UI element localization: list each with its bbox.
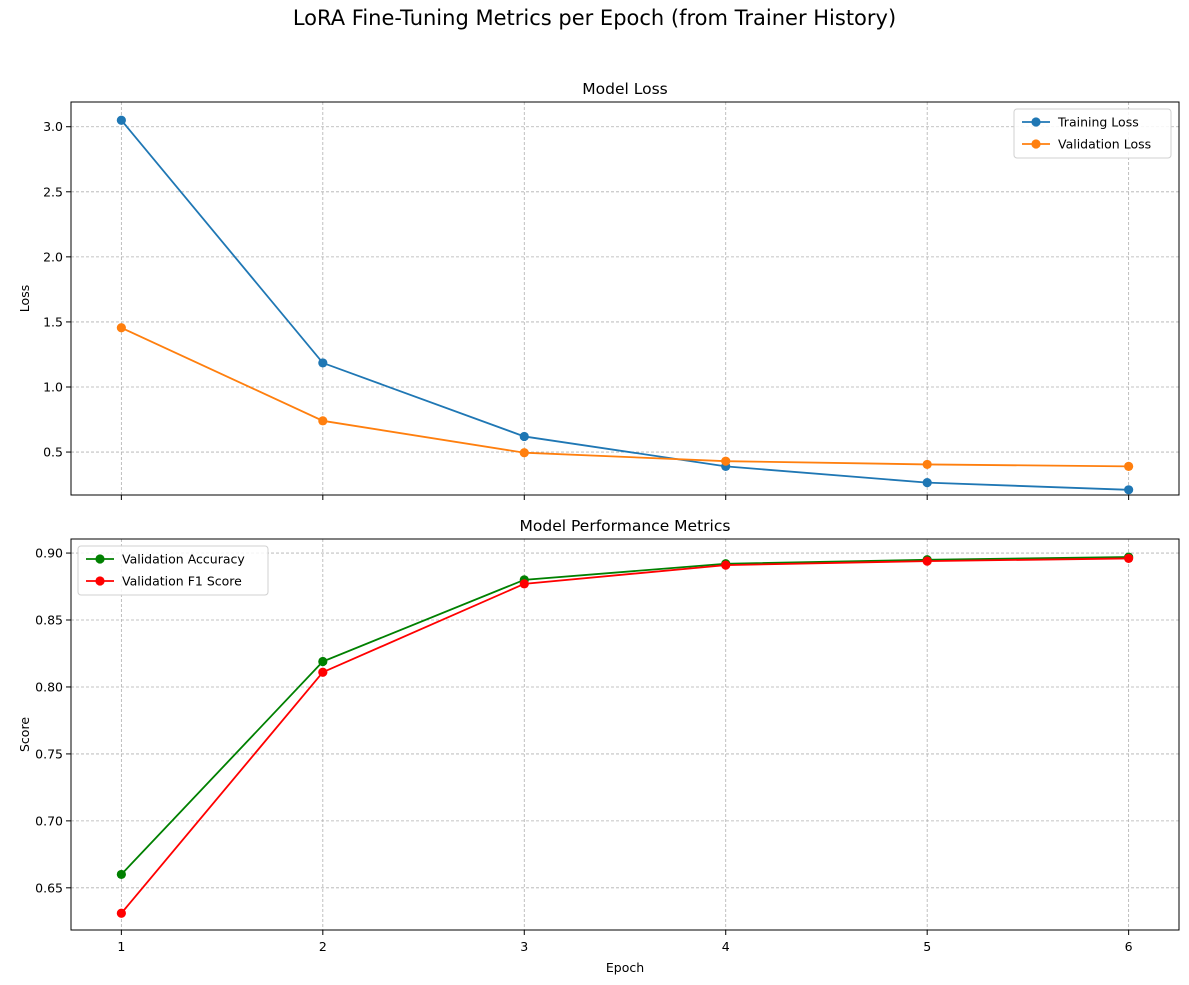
series-line-2 xyxy=(120,326,1129,468)
chart-panel-2: 1 2 3 4 5 6 0.65 0.70 0.75 0.80 0.85 0.90 Model Perf… xyxy=(17,517,1180,975)
data-point xyxy=(318,667,328,677)
y-tick-label: 0.90 xyxy=(35,546,63,561)
legend-box xyxy=(1013,108,1172,159)
data-point xyxy=(116,869,126,880)
x-tick-label: 4 xyxy=(722,939,730,954)
x-tick-label: 1 xyxy=(117,939,125,954)
data-point xyxy=(1124,553,1134,564)
y-tick-label: 0.75 xyxy=(35,746,63,761)
y-tick-label: 1.5 xyxy=(43,314,63,329)
legend: Training Loss Validation Loss xyxy=(1013,108,1172,159)
legend-label-1: Training Loss xyxy=(1057,115,1139,130)
data-point xyxy=(318,656,328,667)
legend-marker-2 xyxy=(1031,139,1041,149)
series-line-1 xyxy=(120,119,1129,491)
axes-frame xyxy=(70,538,1180,931)
data-point xyxy=(721,456,731,466)
data-point xyxy=(318,358,328,368)
x-tick-label: 2 xyxy=(319,939,327,954)
data-point xyxy=(1124,485,1134,495)
data-point xyxy=(116,323,126,333)
data-point xyxy=(116,908,126,918)
data-point xyxy=(519,579,529,589)
legend-marker-1 xyxy=(95,554,105,564)
legend-box xyxy=(77,545,269,596)
figure-title: LoRA Fine-Tuning Metrics per Epoch (from… xyxy=(292,6,897,30)
x-axis-label: Epoch xyxy=(606,960,644,975)
series-line-2 xyxy=(120,557,1129,914)
data-point xyxy=(922,478,932,488)
x-tick-label: 6 xyxy=(1125,939,1133,954)
y-axis-label: Loss xyxy=(17,285,32,312)
series-line-1 xyxy=(120,556,1129,876)
data-point xyxy=(922,459,932,470)
data-point xyxy=(922,556,932,566)
data-point xyxy=(318,416,328,426)
y-tick-label: 0.80 xyxy=(35,679,63,694)
legend-marker-1 xyxy=(1031,117,1041,127)
data-point xyxy=(519,448,529,458)
data-point xyxy=(721,560,731,570)
y-axis-label: Score xyxy=(17,717,32,752)
data-point xyxy=(519,431,529,442)
y-tick-label: 1.0 xyxy=(43,379,63,394)
x-tick-label: 3 xyxy=(520,939,528,954)
y-tick-label: 0.65 xyxy=(35,880,63,895)
data-point xyxy=(1124,461,1134,471)
data-point xyxy=(116,115,126,125)
legend-label-2: Validation Loss xyxy=(1058,137,1151,152)
legend-label-1: Validation Accuracy xyxy=(122,552,245,567)
y-tick-label: 0.85 xyxy=(35,613,63,628)
chart-title: Model Performance Metrics xyxy=(520,517,731,535)
x-tick-label: 5 xyxy=(923,939,931,954)
y-tick-label: 0.70 xyxy=(35,813,63,828)
y-tick-label: 2.0 xyxy=(43,249,63,264)
chart-panel-1: 0.5 1.0 1.5 2.0 2.5 3.0 Model Loss Loss Training… xyxy=(17,80,1180,500)
y-tick-label: 3.0 xyxy=(43,119,63,134)
y-tick-label: 2.5 xyxy=(43,184,63,199)
chart-title: Model Loss xyxy=(582,80,667,98)
legend-marker-2 xyxy=(95,576,105,586)
legend: Validation Accuracy Validation F1 Score xyxy=(77,545,269,596)
legend-label-2: Validation F1 Score xyxy=(122,574,242,589)
axes-frame xyxy=(70,101,1180,496)
y-tick-label: 0.5 xyxy=(43,445,63,460)
